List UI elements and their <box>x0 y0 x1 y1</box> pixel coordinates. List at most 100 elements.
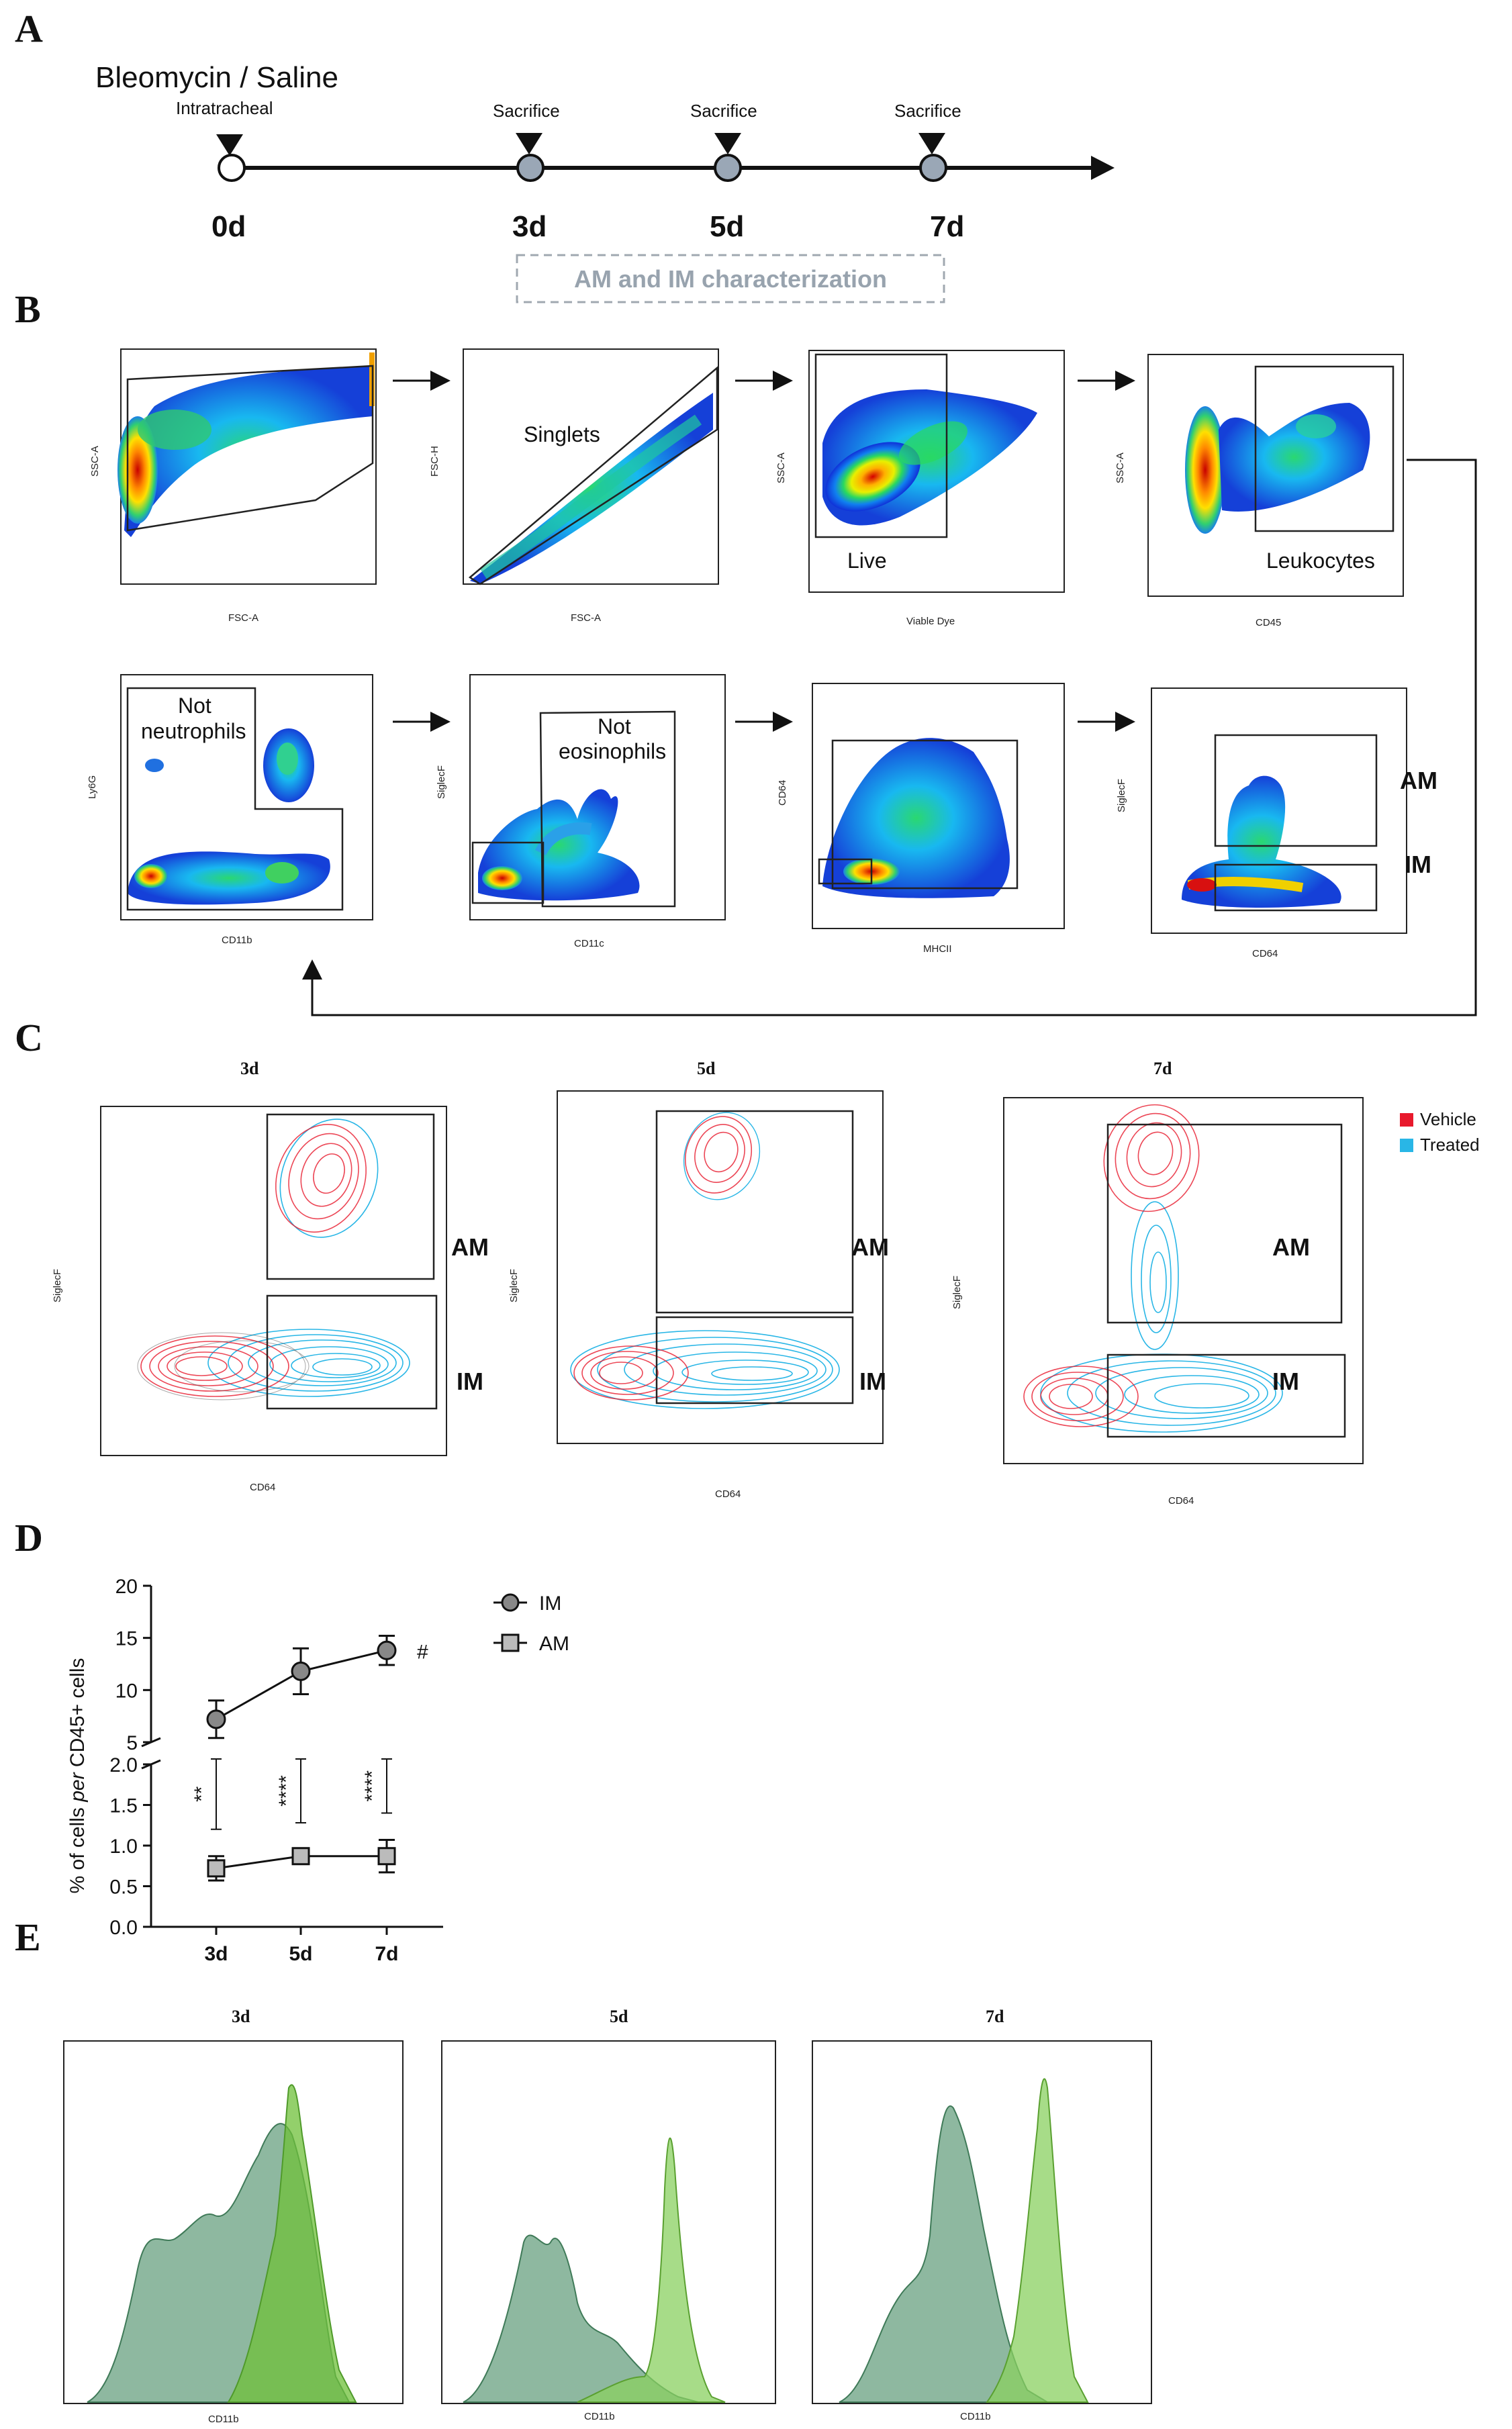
svg-text:CD11b: CD11b <box>584 2411 615 2422</box>
timeline-event-label: Sacrifice <box>493 101 560 121</box>
legend-marker-am <box>501 1633 520 1652</box>
svg-text:CD64: CD64 <box>777 780 788 806</box>
contour-plot-5d: 5d AM IM SiglecF CD64 <box>508 1059 889 1500</box>
timeline-event-label: Sacrifice <box>690 101 757 121</box>
svg-text:FSC-H: FSC-H <box>429 446 440 477</box>
x-tick-label: 3d <box>204 1943 228 1965</box>
svg-text:IM: IM <box>1272 1368 1299 1395</box>
histogram-light-3d <box>227 2084 357 2403</box>
histogram-light-5d <box>577 2138 726 2403</box>
y-tick-label: 10 <box>115 1680 138 1702</box>
histogram-5d: 5d CD11b <box>441 2007 776 2422</box>
data-point-im <box>377 1640 397 1660</box>
svg-text:SiglecF: SiglecF <box>436 765 447 799</box>
svg-text:Not: Not <box>178 694 211 718</box>
svg-text:MHCII: MHCII <box>923 943 952 955</box>
gating-plot-6: Not eosinophils SiglecF CD11c <box>436 674 726 949</box>
contour-legend: Vehicle Treated <box>1400 1109 1480 1155</box>
timeline-day: 5d <box>710 210 744 243</box>
characterization-box <box>516 254 945 303</box>
gate-label-singlets: Singlets <box>524 422 600 446</box>
svg-text:SSC-A: SSC-A <box>775 453 787 483</box>
svg-text:CD45: CD45 <box>1256 617 1281 628</box>
y-tick-label: 0.0 <box>109 1917 138 1939</box>
svg-text:IM: IM <box>457 1368 483 1395</box>
timeline-marker-3d <box>516 133 545 182</box>
gating-feedback-arrow <box>302 459 1477 1016</box>
svg-text:CD64: CD64 <box>1168 1495 1194 1507</box>
gating-plot-5: Not neutrophils Ly6G CD11b <box>87 674 373 946</box>
timeline-day: 7d <box>930 210 964 243</box>
x-tick-label: 5d <box>289 1943 312 1965</box>
gating-plot-8: AM IM SiglecF CD64 <box>1116 687 1437 959</box>
svg-text:3d: 3d <box>232 2007 250 2026</box>
svg-text:neutrophils: neutrophils <box>141 719 246 743</box>
gating-plot-1: SSC-A FSC-A <box>89 348 377 624</box>
svg-text:IM: IM <box>859 1368 886 1395</box>
y-tick-label: 0.5 <box>109 1876 138 1899</box>
svg-text:FSC-A: FSC-A <box>228 612 258 624</box>
data-point-am <box>291 1847 310 1866</box>
svg-text:CD11c: CD11c <box>574 938 604 949</box>
gate-label-leukocytes: Leukocytes <box>1266 549 1375 573</box>
timeline-marker-0d <box>216 134 246 182</box>
svg-text:AM: AM <box>1400 767 1437 794</box>
significance-label: **** <box>361 1770 383 1802</box>
svg-text:7d: 7d <box>986 2007 1004 2026</box>
data-point-im <box>291 1661 311 1681</box>
svg-text:SSC-A: SSC-A <box>1115 453 1126 483</box>
svg-text:CD64: CD64 <box>250 1482 275 1493</box>
timeline-event-label: Sacrifice <box>894 101 961 121</box>
svg-text:IM: IM <box>1405 851 1431 878</box>
data-point-im <box>206 1709 226 1729</box>
timeline-day: 3d <box>512 210 547 243</box>
timeline-marker-7d <box>918 133 947 182</box>
characterization-label: AM and IM characterization <box>574 265 887 293</box>
legend-marker-im <box>501 1593 520 1612</box>
panel-letter-b: B <box>15 287 41 331</box>
x-tick-label: 7d <box>375 1943 398 1965</box>
line-chart: % of cells per CD45+ cells 5 10 15 20 0.0 0.5… <box>66 1576 569 1965</box>
histogram-dark-7d <box>839 2105 1050 2403</box>
contour-plot-7d: 7d AM IM SiglecF CD64 <box>951 1059 1364 1507</box>
panel-letter-d: D <box>15 1516 43 1560</box>
legend-label-im: IM <box>539 1592 561 1615</box>
svg-text:Viable Dye: Viable Dye <box>906 616 955 627</box>
svg-text:SiglecF: SiglecF <box>52 1269 63 1302</box>
svg-text:3d: 3d <box>240 1059 259 1078</box>
y-axis-label: % of cells per CD45+ cells <box>66 1658 89 1894</box>
timeline-route: Intratracheal <box>176 98 273 118</box>
histogram-light-7d <box>986 2078 1089 2403</box>
svg-text:Not: Not <box>598 714 631 739</box>
contour-plot-3d: 3d AM IM SiglecF <box>52 1059 489 1493</box>
svg-text:SiglecF: SiglecF <box>951 1276 963 1309</box>
timeline-arrowhead <box>1091 156 1115 180</box>
y-tick-label: 1.5 <box>109 1795 138 1817</box>
data-point-am <box>377 1847 396 1866</box>
svg-text:CD11b: CD11b <box>222 935 252 946</box>
svg-text:Vehicle: Vehicle <box>1420 1109 1476 1129</box>
svg-text:SiglecF: SiglecF <box>1116 779 1127 812</box>
panel-letter-e: E <box>15 1915 41 1959</box>
y-tick-label: 5 <box>126 1732 138 1754</box>
svg-text:5d: 5d <box>610 2007 628 2026</box>
histogram-3d: 3d CD11b <box>63 2007 404 2425</box>
svg-text:SSC-A: SSC-A <box>89 446 101 477</box>
svg-text:eosinophils: eosinophils <box>559 739 666 763</box>
y-tick-label: 1.0 <box>109 1836 138 1858</box>
y-tick-label: 20 <box>115 1576 138 1598</box>
gating-plot-2: Singlets FSC-H FSC-A <box>429 348 719 624</box>
svg-text:AM: AM <box>451 1233 489 1261</box>
data-point-am <box>207 1859 226 1878</box>
svg-text:Ly6G: Ly6G <box>87 775 98 799</box>
svg-text:AM: AM <box>1272 1233 1310 1261</box>
significance-label: **** <box>275 1775 297 1807</box>
panel-letter-a: A <box>15 7 43 50</box>
gating-plot-4: Leukocytes SSC-A CD45 <box>1115 354 1404 628</box>
svg-text:7d: 7d <box>1153 1059 1172 1078</box>
svg-text:CD64: CD64 <box>715 1488 741 1500</box>
histogram-dark-5d <box>463 2234 699 2403</box>
svg-text:FSC-A: FSC-A <box>571 612 601 624</box>
svg-text:CD11b: CD11b <box>960 2411 991 2422</box>
